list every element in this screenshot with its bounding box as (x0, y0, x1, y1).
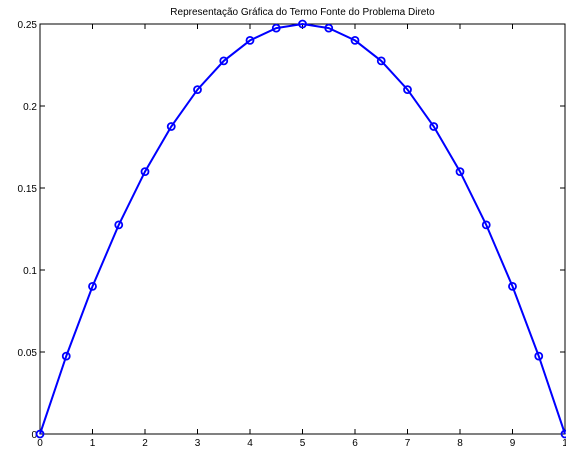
data-point (324, 23, 334, 33)
data-point (219, 56, 229, 66)
x-tick-label: 7 (405, 438, 411, 449)
x-tick-label: 1 (90, 438, 96, 449)
x-tick-label: 1 (562, 438, 566, 449)
y-tick-label: 0.05 (18, 348, 38, 359)
data-point (166, 122, 176, 131)
y-tick-label: 0 (31, 430, 37, 441)
data-point (245, 36, 255, 45)
y-tick-label: 0.1 (23, 266, 37, 277)
x-tick-label: 8 (457, 438, 463, 449)
data-point (271, 23, 281, 33)
data-point (560, 429, 566, 439)
x-tick-label: 9 (510, 438, 516, 449)
data-point (429, 122, 439, 131)
data-point (455, 167, 465, 177)
y-tick-label: 0.15 (18, 184, 38, 195)
x-tick-label: 3 (195, 438, 201, 449)
data-point (35, 429, 45, 439)
data-point (298, 19, 307, 29)
y-tick-label: 0.2 (23, 102, 37, 113)
plot-area (39, 23, 566, 435)
x-tick-label: 6 (352, 438, 358, 449)
y-tick-label: 0.25 (18, 20, 38, 31)
x-tick-label: 0 (37, 438, 43, 449)
x-tick-label: 5 (300, 438, 306, 449)
axis-ticks: 0 1 2 3 4 5 6 7 8 9 100.050.10.150.20.25 (18, 20, 566, 449)
series-layer (35, 19, 566, 439)
data-point (114, 220, 124, 230)
data-point (508, 281, 517, 291)
data-point (140, 167, 150, 177)
data-point (61, 351, 71, 361)
data-point (403, 85, 412, 94)
data-point (376, 56, 386, 66)
x-tick-label: 4 (247, 438, 253, 449)
data-point (350, 36, 360, 45)
x-tick-label: 2 (142, 438, 148, 449)
chart-title: Representação Gráfica do Termo Fonte do … (170, 7, 435, 18)
data-point (534, 351, 544, 361)
data-point (88, 281, 97, 291)
data-point (193, 85, 202, 94)
data-point (481, 220, 491, 230)
series-line (39, 22, 566, 435)
